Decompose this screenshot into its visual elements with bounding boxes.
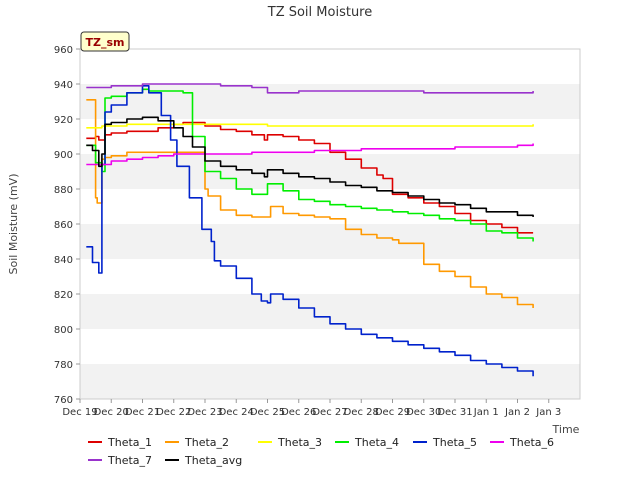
y-tick-label: 820 xyxy=(54,290,73,301)
legend-label: Theta_5 xyxy=(432,436,477,449)
site-badge-box xyxy=(80,31,130,52)
y-tick-label: 760 xyxy=(54,395,73,406)
y-tick-label: 840 xyxy=(54,255,73,266)
legend-item-theta-4: Theta_4 xyxy=(335,436,399,449)
x-tick-label: Dec 31 xyxy=(437,407,472,418)
legend-label: Theta_6 xyxy=(509,436,554,449)
series-line-theta-avg xyxy=(86,116,534,217)
legend-item-theta-2: Theta_2 xyxy=(165,436,229,449)
x-tick-label: Dec 23 xyxy=(187,407,222,418)
x-tick-label: Dec 25 xyxy=(250,407,285,418)
site-badge-text: TZ_sm xyxy=(86,36,125,49)
x-tick-label: Jan 1 xyxy=(473,407,499,418)
legend-label: Theta_7 xyxy=(107,454,152,467)
chart-title: TZ Soil Moisture xyxy=(267,5,373,20)
x-tick-label: Jan 3 xyxy=(535,407,561,418)
grid-band xyxy=(80,224,580,259)
x-tick-label: Dec 28 xyxy=(344,407,379,418)
series-lines xyxy=(86,83,534,377)
legend-item-theta-avg: Theta_avg xyxy=(165,454,242,467)
x-tick-label: Dec 20 xyxy=(94,407,129,418)
legend-label: Theta_1 xyxy=(107,436,152,449)
series-line-theta-3 xyxy=(86,123,534,129)
x-tick-label: Dec 26 xyxy=(281,407,316,418)
series-line-theta-6 xyxy=(86,143,534,166)
legend-item-theta-1: Theta_1 xyxy=(88,436,152,449)
x-tick-label: Dec 22 xyxy=(156,407,191,418)
legend-label: Theta_avg xyxy=(184,454,242,467)
x-tick-label: Dec 19 xyxy=(62,407,97,418)
y-tick-label: 960 xyxy=(54,45,73,56)
legend-item-theta-5: Theta_5 xyxy=(413,436,477,449)
x-tick-label: Dec 27 xyxy=(312,407,347,418)
series-line-theta-1 xyxy=(86,121,534,234)
legend-label: Theta_2 xyxy=(184,436,229,449)
y-axis-label: Soil Moisture (mV) xyxy=(7,174,20,275)
grid-band xyxy=(80,364,580,399)
series-line-theta-2 xyxy=(86,99,534,308)
legend-item-theta-3: Theta_3 xyxy=(258,436,322,449)
y-tick-label: 860 xyxy=(54,220,73,231)
y-tick-label: 880 xyxy=(54,185,73,196)
site-badge: TZ_sm xyxy=(80,31,130,52)
y-tick-label: 780 xyxy=(54,360,73,371)
x-tick-label: Dec 21 xyxy=(125,407,160,418)
x-tick-label: Dec 24 xyxy=(219,407,254,418)
legend-label: Theta_4 xyxy=(354,436,399,449)
legend-label: Theta_3 xyxy=(277,436,322,449)
y-tick-label: 900 xyxy=(54,150,73,161)
grid-band xyxy=(80,154,580,189)
y-tick-label: 920 xyxy=(54,115,73,126)
background-bands xyxy=(80,84,580,399)
legend-item-theta-7: Theta_7 xyxy=(88,454,152,467)
x-tick-label: Jan 2 xyxy=(504,407,530,418)
grid-band xyxy=(80,84,580,119)
legend: Theta_1 Theta_2 Theta_3 Theta_4 Theta_5 Theta… xyxy=(88,436,554,467)
x-axis-label: Time xyxy=(552,423,580,436)
series-line-theta-5 xyxy=(86,85,534,377)
y-tick-label: 800 xyxy=(54,325,73,336)
x-tick-label: Dec 30 xyxy=(406,407,441,418)
x-tick-label: Dec 29 xyxy=(375,407,410,418)
y-tick-label: 940 xyxy=(54,80,73,91)
series-line-theta-7 xyxy=(86,83,534,94)
legend-item-theta-6: Theta_6 xyxy=(490,436,554,449)
y-axis: 760 780 800 820 840 860 880 900 920 940 960 xyxy=(54,45,80,406)
